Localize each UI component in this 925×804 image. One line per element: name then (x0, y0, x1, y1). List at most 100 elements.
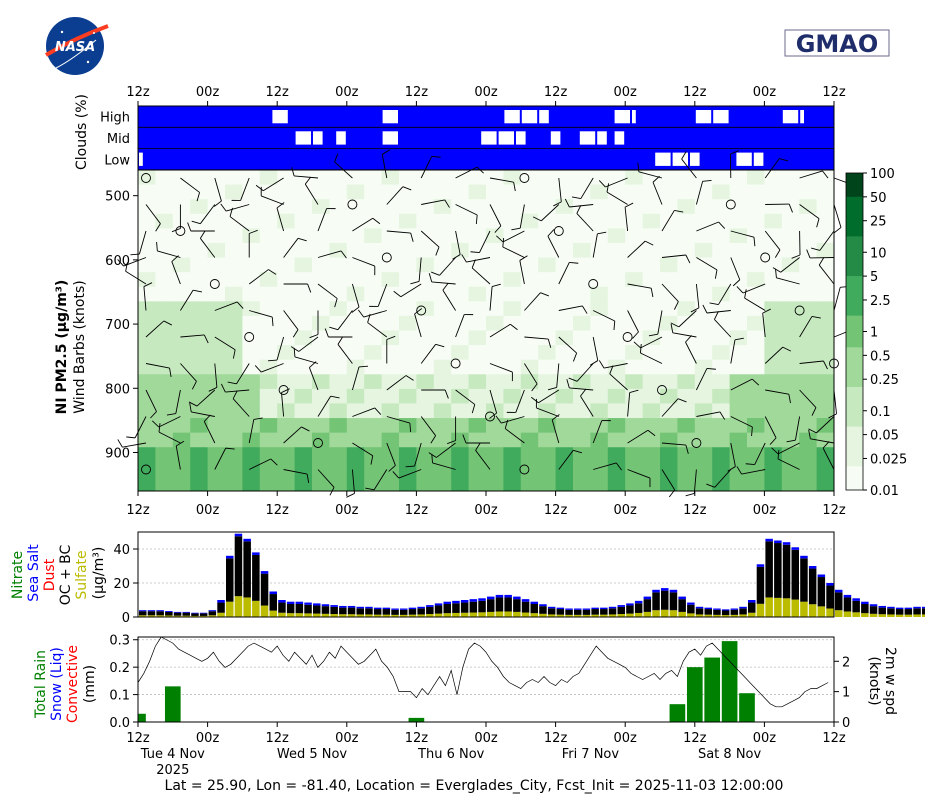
cloud-clear-cell (695, 110, 712, 124)
wind-barb-flag (806, 249, 811, 259)
pm25-cell (172, 388, 191, 404)
wind-barb (455, 204, 478, 216)
pm25-cell (468, 213, 487, 229)
pm25-cell (520, 199, 539, 215)
pm25-cell (329, 476, 348, 492)
wind-barb (576, 213, 594, 232)
pm25-cell (190, 388, 209, 404)
wind-barb (661, 210, 675, 232)
wind-barb (695, 181, 704, 205)
wind-barb-flag (589, 360, 599, 366)
pm25-cell (277, 272, 296, 288)
wind-barb (524, 292, 541, 311)
wind-barb (685, 341, 697, 364)
pm25-cell (172, 242, 191, 259)
wind-barb-flag (606, 183, 610, 193)
wind-barb (432, 462, 456, 470)
pm25-cell (712, 403, 731, 419)
pm25-cell (816, 418, 835, 434)
pm25-cell (590, 345, 609, 361)
pm25-cell (329, 345, 348, 361)
wind-barb-calm (519, 173, 530, 183)
pm25-cell (677, 301, 696, 317)
pm25-cell (764, 170, 783, 186)
wind-barb (627, 283, 652, 289)
pm25-cell (503, 388, 522, 404)
pm25-cell (433, 199, 452, 215)
wind-barb-flag (629, 389, 639, 394)
pm25-cell (747, 301, 765, 317)
pm25-cell (225, 476, 243, 492)
pm25-cell (155, 330, 174, 346)
aerosol-bar-oc-bc (739, 608, 747, 615)
aerosol-bar-sea-salt (208, 610, 217, 612)
wind-barb (489, 204, 502, 227)
pm25-cell (764, 461, 783, 477)
aerosol-bar-oc-bc (826, 585, 834, 609)
pm25-cell (155, 170, 174, 186)
pm25-cell (312, 286, 330, 302)
wind-barb-calm (657, 385, 667, 395)
aerosol-bar-sulfate (774, 597, 782, 617)
pm25-cell (555, 315, 574, 331)
legend-snow: Snow (Liq) (49, 647, 65, 721)
pm25-cell (486, 330, 504, 346)
wind-barb-flag (309, 334, 319, 339)
nasa-logo: NASA (44, 17, 109, 75)
pm25-cell (625, 199, 644, 215)
pm25-cell (677, 170, 696, 186)
pm25-cell (172, 345, 191, 361)
wind-barb (175, 389, 181, 414)
aerosol-bar-sulfate (591, 614, 599, 617)
colorbar-tick-label: 0.025 (870, 452, 907, 467)
pm25-cell (294, 286, 313, 302)
top-tick-label: 12z (266, 85, 290, 100)
pm25-cell (781, 403, 800, 419)
wind-barb (603, 363, 628, 369)
pm25-cell (694, 228, 713, 244)
pm25-cell (573, 199, 591, 215)
pm25-cell (642, 301, 661, 317)
colorbar-step (846, 474, 863, 483)
year-label: 2025 (156, 763, 189, 778)
cloud-row-label: High (100, 111, 130, 126)
pm25-cell (642, 432, 661, 448)
wind-barb (479, 230, 491, 253)
pm25-cell (555, 447, 574, 463)
aerosol-bar-oc-bc (182, 612, 190, 616)
wind-barb (236, 363, 250, 385)
pm25-cell (764, 476, 783, 492)
pm25-cell (747, 374, 765, 390)
wind-barb-flag (191, 381, 197, 390)
wind-barb (283, 426, 302, 444)
pm25-cell (555, 213, 574, 229)
pm25-cell (155, 301, 174, 317)
wind-ytick-label: 1 (842, 686, 850, 701)
aerosol-bar-oc-bc (861, 603, 869, 614)
pm25-cell (712, 228, 731, 244)
pm25-cell (538, 199, 557, 215)
pm25-cell (712, 359, 731, 375)
pm25-cell (433, 184, 452, 200)
wind-barb-flag (176, 440, 185, 447)
pm25-cell (590, 228, 609, 244)
aerosol-bar-sea-salt (539, 604, 547, 607)
pm25-cell (294, 476, 313, 492)
wind-barb-flag (751, 426, 753, 437)
pm25-cell (294, 374, 313, 390)
pm25-cell (329, 403, 348, 419)
aerosol-bar-sulfate (904, 614, 913, 617)
aerosol-bar-oc-bc (869, 606, 878, 614)
pm25-cell (242, 418, 261, 434)
pm25-cell (694, 286, 713, 302)
pm25-cell (642, 242, 661, 259)
colorbar-step (846, 276, 863, 285)
pm25-cell (660, 447, 678, 463)
aerosol-bar-oc-bc (252, 554, 260, 601)
wind-barb (519, 260, 525, 285)
aerosol-bar-sea-salt (452, 600, 460, 604)
pm25-cell (642, 447, 661, 463)
pm25-cell (381, 315, 400, 331)
colorbar-step (846, 347, 863, 356)
wind-barb (351, 283, 360, 308)
